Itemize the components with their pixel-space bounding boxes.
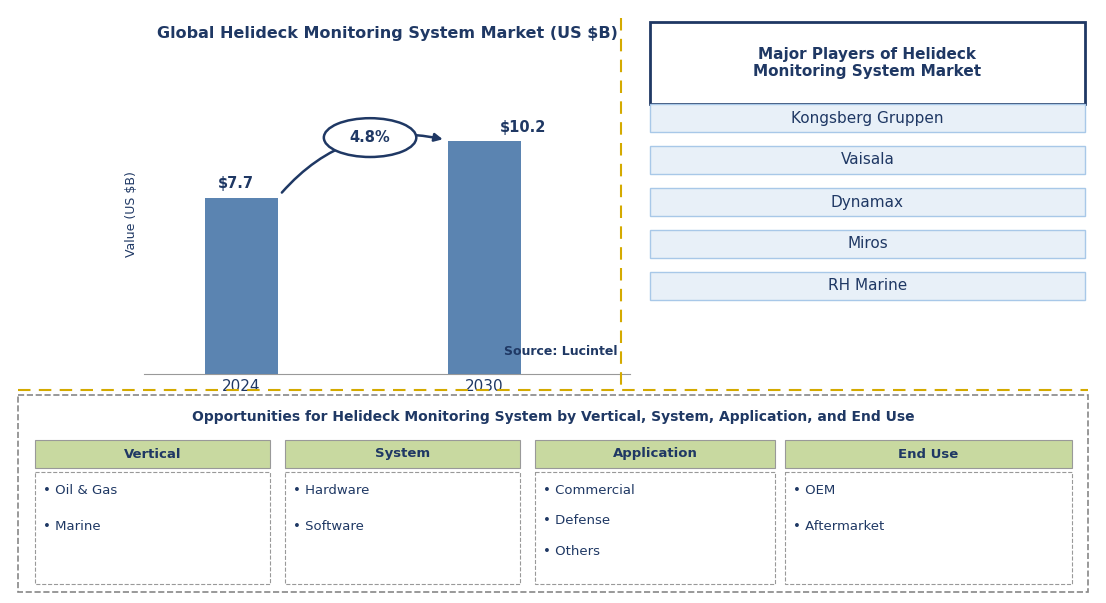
- Text: • Software: • Software: [293, 520, 364, 532]
- Text: Vertical: Vertical: [124, 447, 181, 461]
- Text: End Use: End Use: [898, 447, 959, 461]
- Text: $7.7: $7.7: [218, 176, 254, 191]
- Text: • OEM: • OEM: [793, 484, 835, 496]
- Text: • Commercial: • Commercial: [543, 484, 635, 496]
- Text: Miros: Miros: [847, 236, 888, 251]
- FancyBboxPatch shape: [285, 440, 520, 468]
- FancyBboxPatch shape: [535, 472, 775, 584]
- Text: System: System: [375, 447, 430, 461]
- FancyBboxPatch shape: [18, 395, 1088, 592]
- Text: Dynamax: Dynamax: [831, 195, 904, 209]
- FancyBboxPatch shape: [650, 272, 1085, 300]
- Text: Kongsberg Gruppen: Kongsberg Gruppen: [791, 110, 943, 125]
- Text: • Marine: • Marine: [43, 520, 101, 532]
- Text: Application: Application: [613, 447, 698, 461]
- Bar: [448, 141, 521, 374]
- Text: Vaisala: Vaisala: [841, 153, 895, 168]
- FancyBboxPatch shape: [35, 472, 270, 584]
- FancyBboxPatch shape: [785, 440, 1072, 468]
- FancyBboxPatch shape: [650, 104, 1085, 132]
- FancyBboxPatch shape: [285, 472, 520, 584]
- Y-axis label: Value (US $B): Value (US $B): [125, 171, 138, 257]
- Bar: [205, 198, 278, 374]
- Text: • Defense: • Defense: [543, 514, 611, 527]
- FancyBboxPatch shape: [35, 440, 270, 468]
- FancyBboxPatch shape: [785, 472, 1072, 584]
- FancyBboxPatch shape: [650, 188, 1085, 216]
- Text: • Oil & Gas: • Oil & Gas: [43, 484, 117, 496]
- Text: Opportunities for Helideck Monitoring System by Vertical, System, Application, a: Opportunities for Helideck Monitoring Sy…: [191, 410, 915, 424]
- FancyBboxPatch shape: [535, 440, 775, 468]
- FancyBboxPatch shape: [650, 230, 1085, 258]
- FancyBboxPatch shape: [650, 22, 1085, 104]
- Text: • Others: • Others: [543, 545, 599, 558]
- Text: $10.2: $10.2: [500, 121, 546, 135]
- Text: • Hardware: • Hardware: [293, 484, 369, 496]
- Text: Major Players of Helideck
Monitoring System Market: Major Players of Helideck Monitoring Sys…: [753, 47, 981, 79]
- Text: Source: Lucintel: Source: Lucintel: [503, 345, 617, 358]
- Text: RH Marine: RH Marine: [828, 279, 907, 294]
- Text: • Aftermarket: • Aftermarket: [793, 520, 885, 532]
- Text: 4.8%: 4.8%: [349, 130, 390, 145]
- Title: Global Helideck Monitoring System Market (US $B): Global Helideck Monitoring System Market…: [157, 25, 617, 40]
- FancyBboxPatch shape: [650, 146, 1085, 174]
- Ellipse shape: [324, 118, 416, 157]
